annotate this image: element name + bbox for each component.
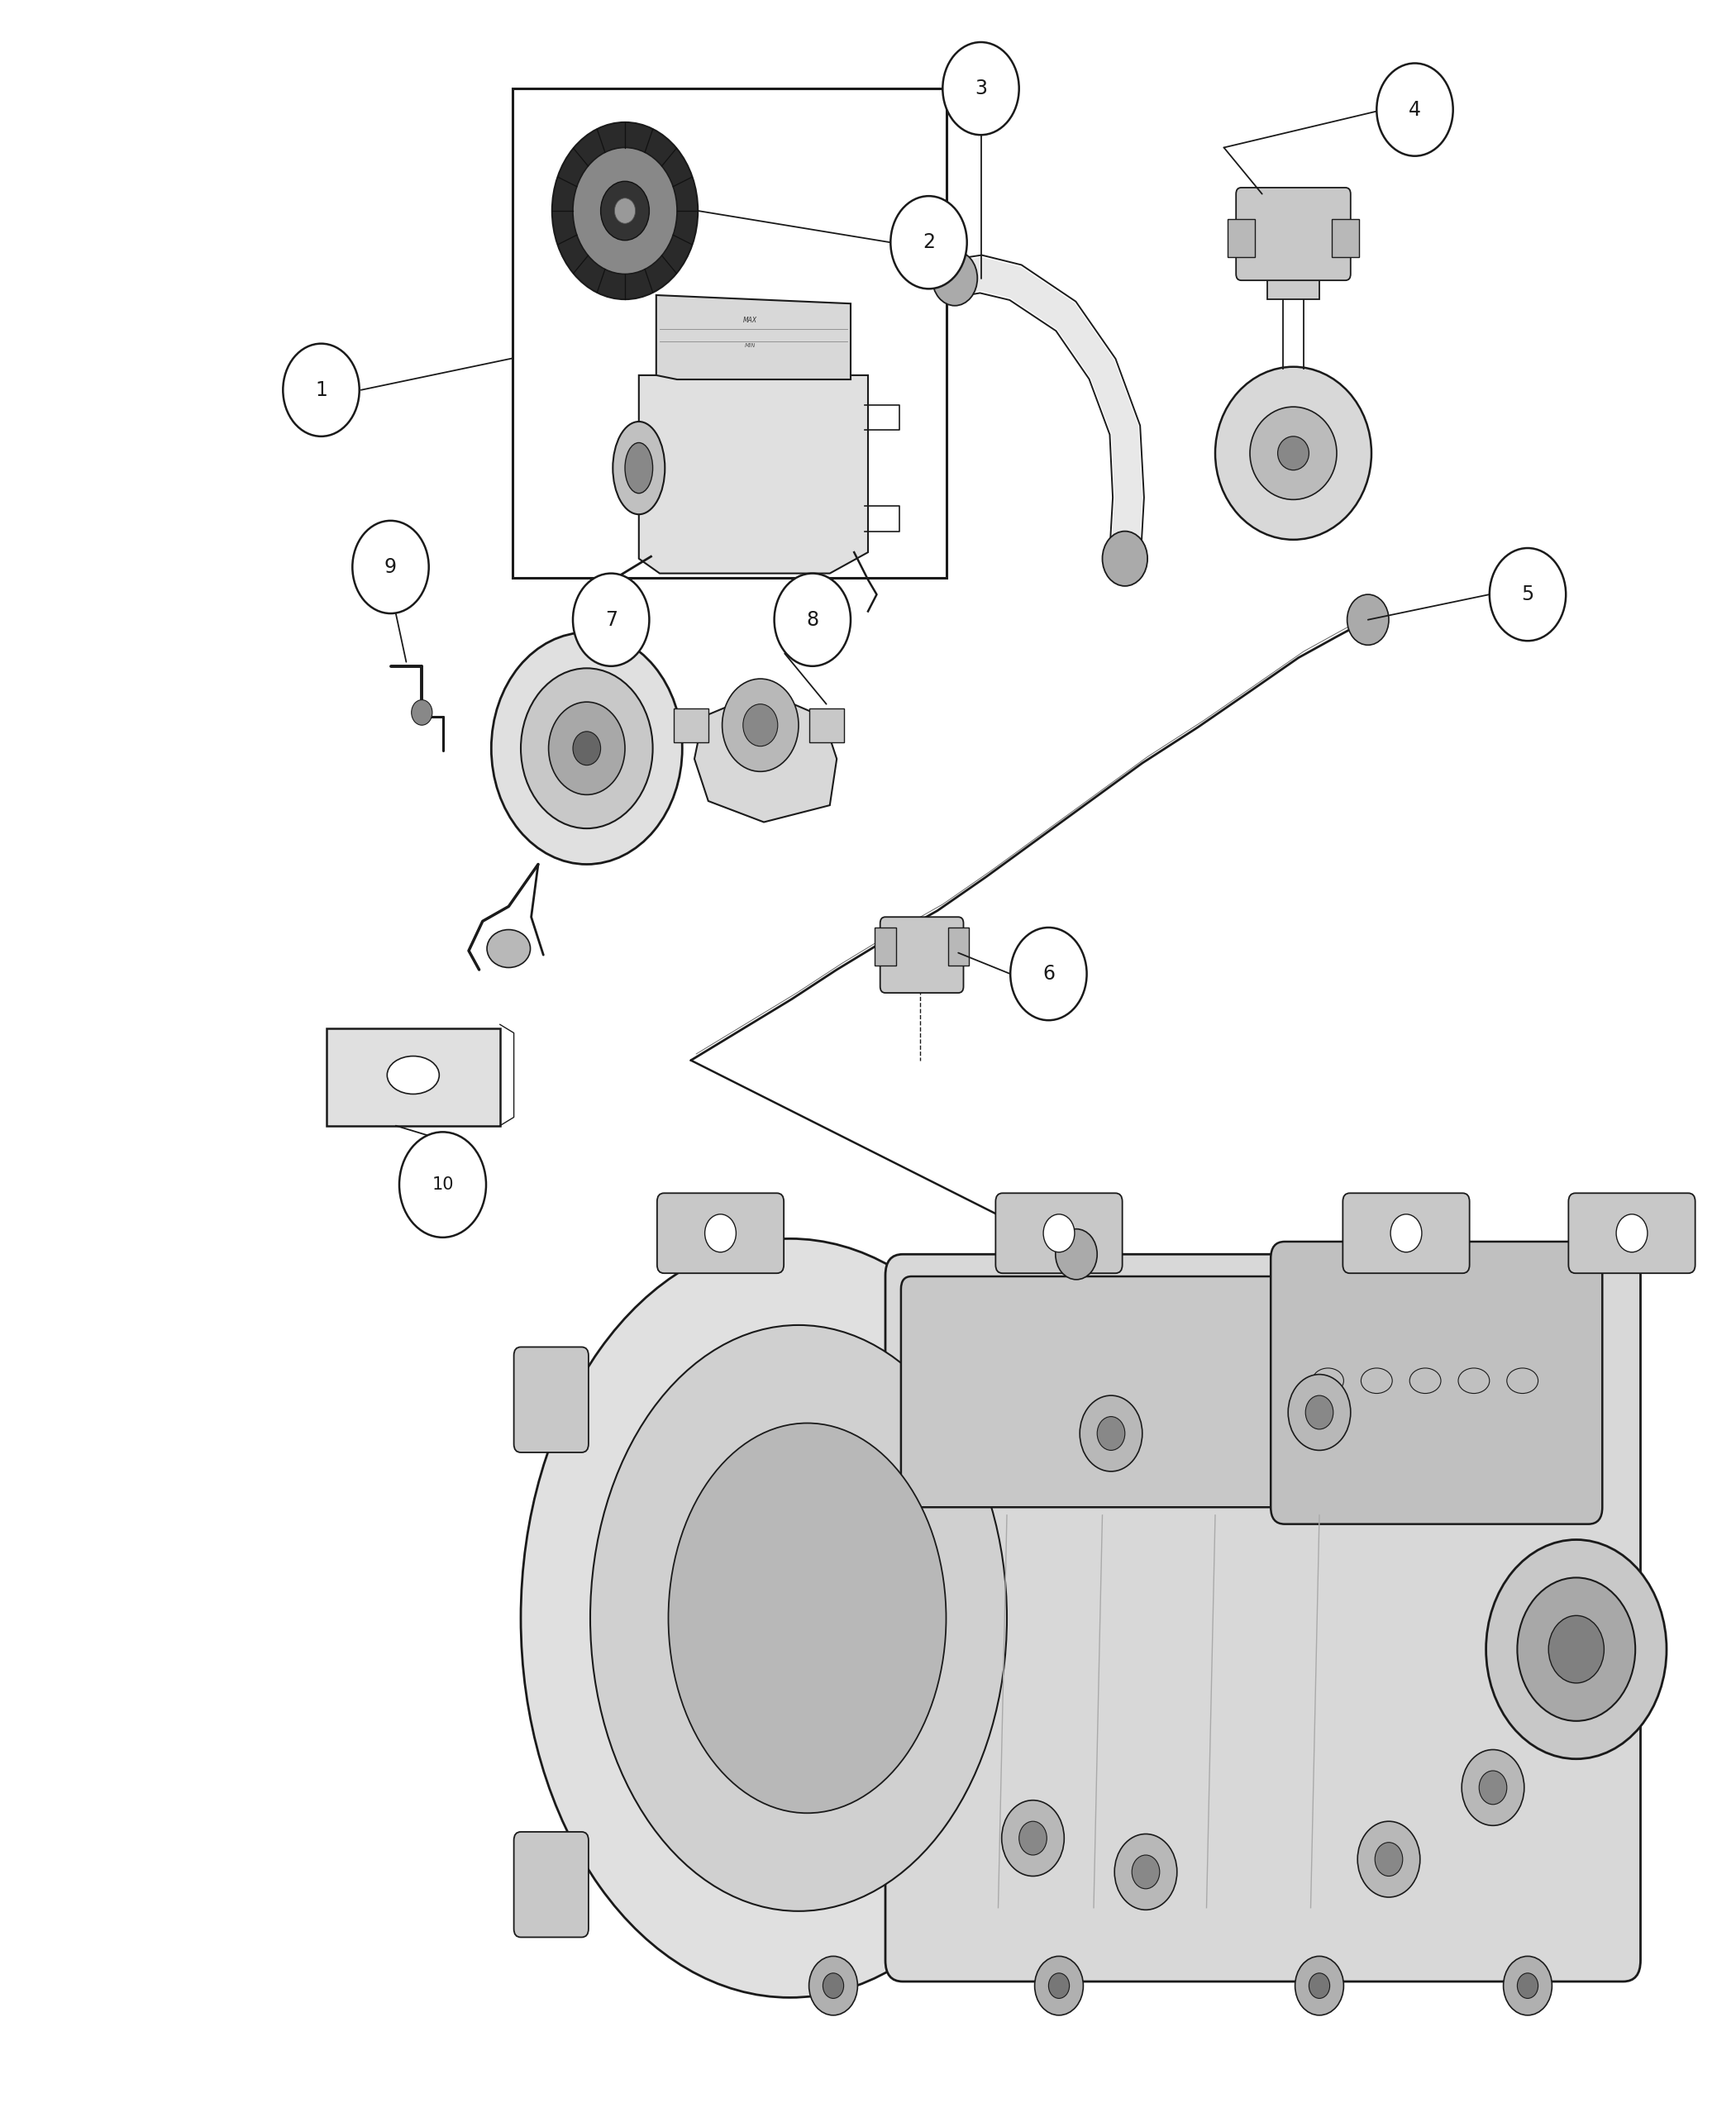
Bar: [875, 928, 896, 965]
Text: 9: 9: [384, 557, 398, 578]
Ellipse shape: [1250, 407, 1337, 500]
Circle shape: [549, 702, 625, 795]
Ellipse shape: [521, 1240, 1059, 1998]
Circle shape: [1102, 531, 1147, 586]
Circle shape: [1391, 1214, 1422, 1252]
Circle shape: [1010, 928, 1087, 1020]
Circle shape: [521, 668, 653, 828]
Text: 7: 7: [604, 609, 618, 630]
Circle shape: [1080, 1395, 1142, 1471]
FancyBboxPatch shape: [1236, 188, 1351, 280]
FancyBboxPatch shape: [1271, 1242, 1602, 1524]
FancyBboxPatch shape: [1344, 1193, 1469, 1273]
Text: MIN: MIN: [745, 344, 755, 348]
Circle shape: [943, 42, 1019, 135]
Bar: [674, 708, 708, 742]
Circle shape: [1616, 1214, 1647, 1252]
FancyBboxPatch shape: [514, 1832, 589, 1937]
Circle shape: [1035, 1956, 1083, 2015]
Circle shape: [1295, 1956, 1344, 2015]
Text: 1: 1: [314, 379, 328, 401]
Circle shape: [1132, 1855, 1160, 1889]
Circle shape: [722, 679, 799, 772]
Circle shape: [743, 704, 778, 746]
Bar: [1267, 266, 1319, 299]
Circle shape: [615, 198, 635, 223]
Circle shape: [1479, 1771, 1507, 1804]
Circle shape: [552, 122, 698, 299]
Circle shape: [1347, 594, 1389, 645]
Circle shape: [823, 1973, 844, 1998]
Circle shape: [932, 251, 977, 306]
Circle shape: [1043, 1214, 1075, 1252]
Circle shape: [1115, 1834, 1177, 1910]
Text: 5: 5: [1521, 584, 1535, 605]
Circle shape: [1019, 1821, 1047, 1855]
Circle shape: [283, 344, 359, 436]
Polygon shape: [953, 257, 1142, 561]
Ellipse shape: [590, 1326, 1007, 1912]
Text: 4: 4: [1408, 99, 1422, 120]
Circle shape: [1305, 1395, 1333, 1429]
FancyBboxPatch shape: [1569, 1193, 1694, 1273]
Circle shape: [1049, 1973, 1069, 1998]
Circle shape: [587, 582, 621, 624]
FancyBboxPatch shape: [885, 1254, 1641, 1982]
Circle shape: [573, 731, 601, 765]
FancyBboxPatch shape: [996, 1193, 1123, 1273]
Circle shape: [573, 148, 677, 274]
Circle shape: [1375, 1842, 1403, 1876]
Circle shape: [601, 181, 649, 240]
Circle shape: [1002, 1800, 1064, 1876]
Ellipse shape: [668, 1423, 946, 1813]
Ellipse shape: [486, 930, 531, 968]
Circle shape: [411, 700, 432, 725]
Circle shape: [1489, 548, 1566, 641]
Circle shape: [1517, 1973, 1538, 1998]
Circle shape: [809, 1956, 858, 2015]
Circle shape: [1288, 1374, 1351, 1450]
Text: 3: 3: [974, 78, 988, 99]
Ellipse shape: [1215, 367, 1371, 540]
Circle shape: [891, 196, 967, 289]
FancyBboxPatch shape: [901, 1275, 1441, 1507]
Circle shape: [1358, 1821, 1420, 1897]
Circle shape: [573, 573, 649, 666]
Bar: [948, 928, 969, 965]
Circle shape: [705, 1214, 736, 1252]
Polygon shape: [694, 691, 837, 822]
Circle shape: [1503, 1956, 1552, 2015]
Circle shape: [1097, 1417, 1125, 1450]
Circle shape: [491, 632, 682, 864]
Polygon shape: [656, 295, 851, 379]
Circle shape: [1309, 1973, 1330, 1998]
FancyBboxPatch shape: [514, 1347, 589, 1452]
Circle shape: [1549, 1615, 1604, 1682]
Circle shape: [1486, 1539, 1667, 1758]
Text: 2: 2: [922, 232, 936, 253]
Bar: [809, 708, 844, 742]
Ellipse shape: [625, 443, 653, 493]
Polygon shape: [639, 375, 868, 573]
Bar: [1227, 219, 1255, 257]
Circle shape: [399, 1132, 486, 1237]
FancyBboxPatch shape: [880, 917, 963, 993]
Text: 10: 10: [432, 1176, 453, 1193]
Circle shape: [1462, 1750, 1524, 1826]
Circle shape: [352, 521, 429, 613]
Circle shape: [1055, 1229, 1097, 1280]
Circle shape: [774, 573, 851, 666]
Ellipse shape: [1278, 436, 1309, 470]
Text: 6: 6: [1042, 963, 1055, 984]
Circle shape: [1377, 63, 1453, 156]
Bar: [512, 89, 946, 578]
Text: MAX: MAX: [743, 316, 757, 325]
Ellipse shape: [387, 1056, 439, 1094]
Bar: [1332, 219, 1359, 257]
Bar: [326, 1029, 500, 1126]
Circle shape: [1517, 1577, 1635, 1720]
Text: 8: 8: [806, 609, 819, 630]
FancyBboxPatch shape: [656, 1193, 783, 1273]
Ellipse shape: [613, 422, 665, 514]
